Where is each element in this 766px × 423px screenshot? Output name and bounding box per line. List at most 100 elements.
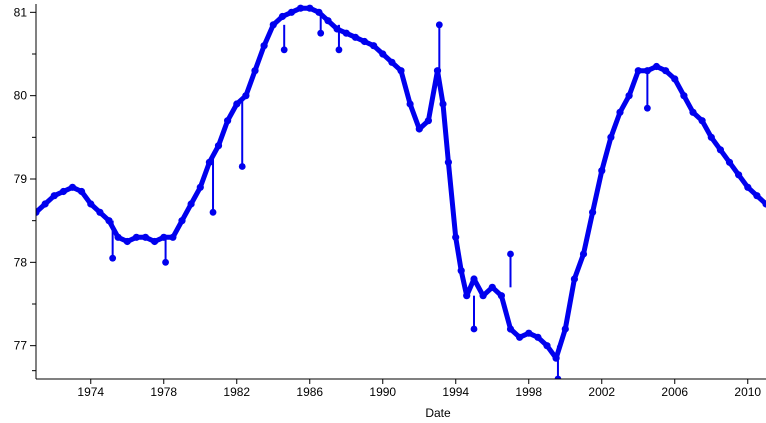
axes: 77 78 79 80 81 1974 1978 1982 1986 1990 1994 1998 20…: [14, 4, 766, 399]
y-tick-label: 80: [14, 89, 28, 103]
series-point: [506, 325, 515, 333]
series-point: [707, 133, 715, 141]
series-point: [233, 100, 241, 108]
series-point: [370, 42, 378, 50]
series-point: [306, 4, 314, 12]
series-point: [452, 233, 460, 241]
series-point: [689, 108, 697, 116]
series-point: [141, 233, 150, 241]
series-point: [360, 37, 369, 46]
series-point: [579, 250, 588, 258]
series-point: [470, 275, 478, 283]
series-point: [132, 233, 140, 241]
y-tick-label: 77: [14, 339, 28, 353]
series-point: [388, 58, 396, 66]
series-point: [598, 167, 606, 175]
series-spike-point: [317, 29, 325, 37]
series-point: [463, 292, 471, 300]
series-point: [406, 100, 414, 108]
series-point: [525, 329, 533, 337]
x-axis-title: Date: [425, 406, 451, 420]
series-point: [169, 233, 177, 241]
x-tick-label: 2006: [661, 385, 688, 399]
series-point: [634, 67, 642, 75]
x-tick-label: 1982: [223, 385, 250, 399]
series-point: [424, 117, 432, 125]
series-point: [278, 12, 286, 21]
series-point: [415, 125, 423, 133]
series-point: [589, 208, 597, 216]
series-point: [342, 29, 350, 37]
series-spike-point: [280, 46, 288, 54]
series-point: [242, 92, 250, 100]
x-tick-label: 1986: [296, 385, 323, 399]
series-point: [187, 200, 195, 208]
y-tick-label: 81: [14, 5, 28, 19]
series-point: [36, 208, 40, 216]
series-point: [570, 275, 579, 283]
series-point: [50, 192, 58, 200]
series-point: [625, 92, 633, 100]
series-spike-point: [209, 208, 217, 216]
x-tick-label: 1994: [442, 385, 469, 399]
series-point: [488, 283, 496, 291]
series-line: [36, 5, 766, 361]
series-point: [607, 133, 615, 141]
series-spike-point: [335, 46, 343, 54]
x-tick-label: 2002: [588, 385, 615, 399]
series-point: [497, 292, 505, 300]
series-spike-point: [507, 250, 514, 258]
series-point: [251, 67, 259, 75]
series-point: [457, 267, 465, 275]
series-point: [561, 325, 569, 333]
series-point: [698, 117, 706, 125]
series-point: [351, 33, 359, 41]
series-point: [516, 333, 524, 341]
series-point: [744, 183, 752, 191]
series-spike-point: [643, 104, 651, 112]
series-point: [68, 183, 77, 191]
series-point: [96, 208, 104, 216]
x-tick-label: 1998: [515, 385, 542, 399]
series-point: [287, 8, 296, 16]
series-point: [534, 333, 542, 341]
series-point: [680, 92, 688, 100]
series-point: [543, 342, 551, 350]
series-point: [123, 237, 131, 246]
series-point: [735, 171, 743, 179]
x-tick-label: 1990: [369, 385, 396, 399]
series-point: [716, 146, 725, 154]
series-point: [178, 217, 186, 225]
series-point: [196, 183, 204, 191]
series-point: [114, 233, 122, 241]
y-tick-label: 78: [14, 255, 28, 269]
series-point: [324, 17, 332, 25]
x-tick-label: 1978: [150, 385, 177, 399]
series-point: [105, 217, 113, 225]
plot-area: [36, 4, 766, 379]
series-point: [652, 62, 661, 71]
series-point: [753, 192, 761, 200]
series-point: [87, 200, 95, 208]
x-tick-label: 1974: [77, 385, 104, 399]
series-spike-point: [470, 325, 478, 333]
series-point: [439, 100, 447, 108]
series-point: [260, 42, 268, 50]
series-spike-point: [554, 375, 562, 379]
series-point: [662, 67, 670, 75]
series-point: [214, 142, 223, 150]
y-tick-label: 79: [14, 172, 28, 186]
series-point: [397, 67, 405, 75]
series-point: [269, 21, 277, 29]
series-point: [151, 237, 159, 246]
series-spike-point: [238, 163, 246, 170]
series-point: [59, 187, 67, 196]
series-point: [671, 75, 679, 83]
series-point: [444, 158, 452, 166]
series-point: [205, 158, 213, 166]
series-point: [479, 292, 487, 300]
x-tick-label: 2010: [734, 385, 761, 399]
series-point: [78, 187, 86, 196]
series-point: [224, 117, 232, 125]
